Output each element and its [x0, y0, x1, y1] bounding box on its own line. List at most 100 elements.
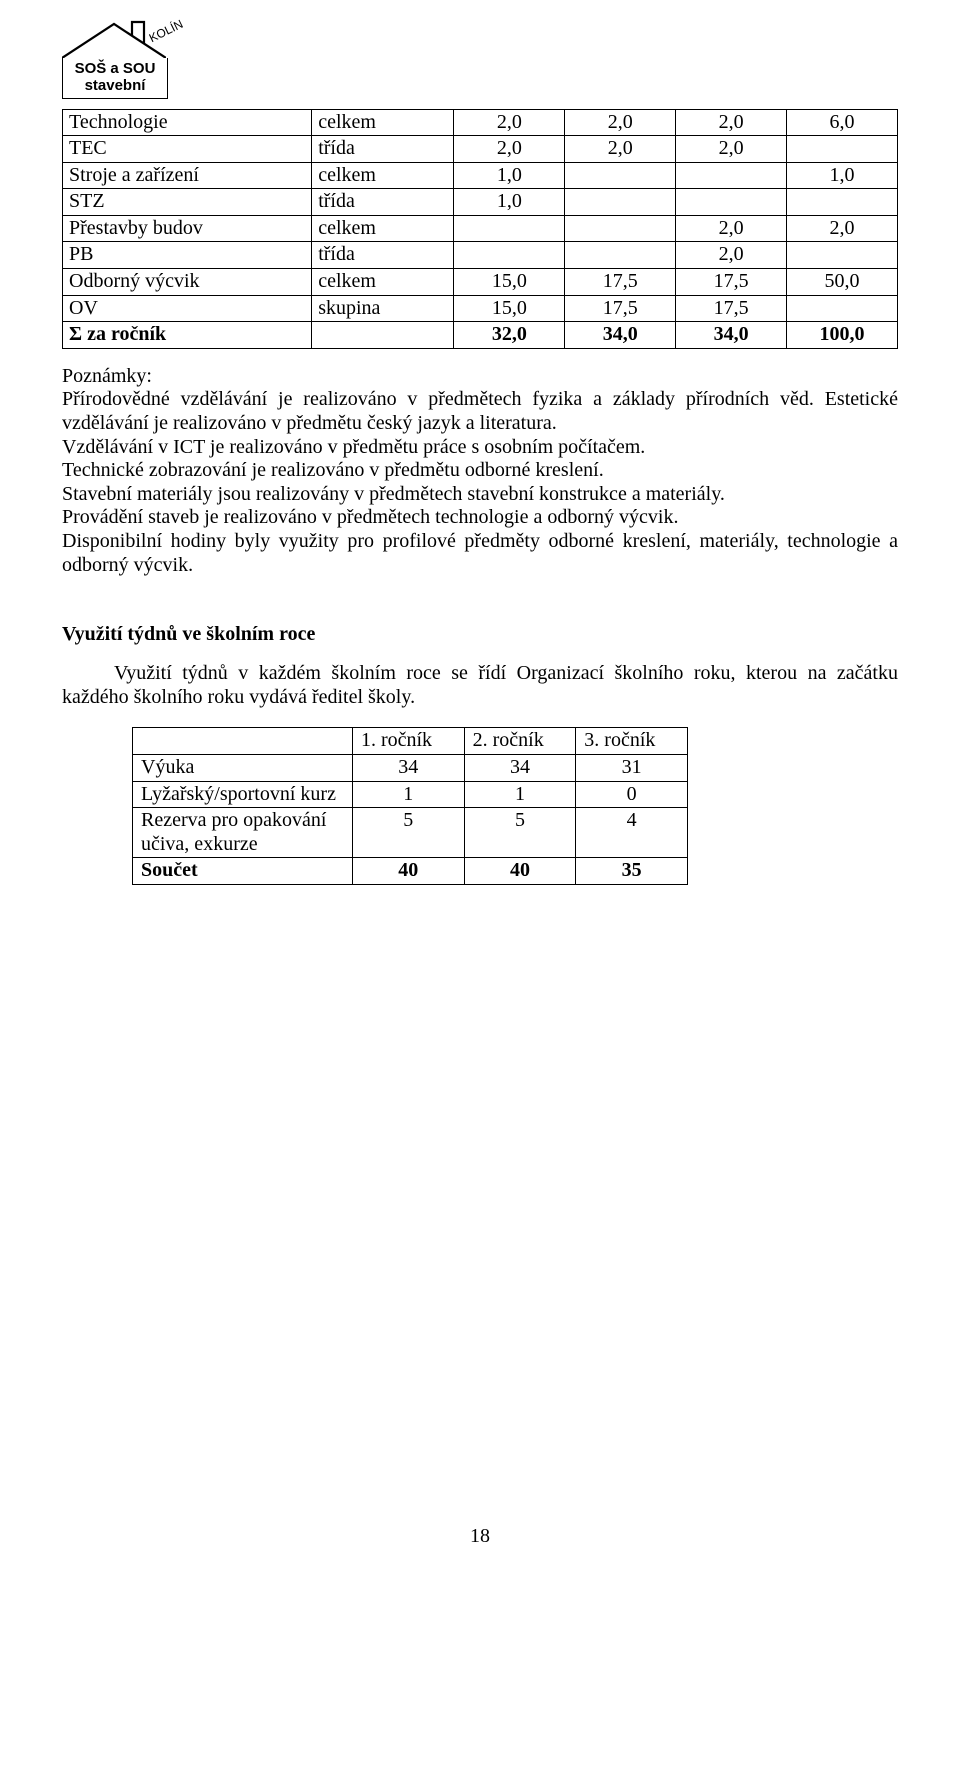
- subject-cell: OV: [63, 295, 312, 322]
- notes-block: Poznámky: Přírodovědné vzdělávání je rea…: [62, 365, 898, 577]
- year2-cell: [565, 162, 676, 189]
- weeks-sum-c2: 40: [464, 858, 576, 885]
- weeks-header-row: 1. ročník 2. ročník 3. ročník: [133, 728, 688, 755]
- weeks-row-label: Rezerva pro opakování učiva, exkurze: [133, 808, 353, 858]
- school-logo: KOLÍN SOŠ a SOU stavební: [62, 20, 202, 99]
- weeks-c3: 31: [576, 754, 688, 781]
- year1-cell: 15,0: [454, 269, 565, 296]
- weeks-c3: 0: [576, 781, 688, 808]
- table-row: TECtřída2,02,02,0: [63, 136, 898, 163]
- weeks-sum-label: Součet: [133, 858, 353, 885]
- subject-cell: Přestavby budov: [63, 215, 312, 242]
- weeks-c2: 5: [464, 808, 576, 858]
- table-row: Přestavby budovcelkem 2,02,0: [63, 215, 898, 242]
- logo-line1: SOŠ a SOU: [63, 60, 167, 77]
- table-row: Odborný výcvikcelkem15,017,517,550,0: [63, 269, 898, 296]
- subject-cell: Technologie: [63, 109, 312, 136]
- year1-cell: 1,0: [454, 162, 565, 189]
- weeks-header-2: 2. ročník: [464, 728, 576, 755]
- group-cell: skupina: [312, 295, 454, 322]
- table-row: PBtřída 2,0: [63, 242, 898, 269]
- weeks-c1: 1: [352, 781, 464, 808]
- subject-cell: STZ: [63, 189, 312, 216]
- notes-line: Technické zobrazování je realizováno v p…: [62, 459, 898, 483]
- weeks-c1: 5: [352, 808, 464, 858]
- year2-cell: 17,5: [565, 269, 676, 296]
- year3-cell: [676, 162, 787, 189]
- weeks-row: Lyžařský/sportovní kurz110: [133, 781, 688, 808]
- year1-cell: 1,0: [454, 189, 565, 216]
- year2-cell: [565, 215, 676, 242]
- weeks-c3: 4: [576, 808, 688, 858]
- year3-cell: 2,0: [676, 215, 787, 242]
- total-cell: 50,0: [787, 269, 898, 296]
- weeks-row-label: Výuka: [133, 754, 353, 781]
- total-cell: 1,0: [787, 162, 898, 189]
- year1-cell: 2,0: [454, 136, 565, 163]
- weeks-header-3: 3. ročník: [576, 728, 688, 755]
- group-cell: třída: [312, 242, 454, 269]
- year1-cell: 15,0: [454, 295, 565, 322]
- weeks-table: 1. ročník 2. ročník 3. ročník Výuka34343…: [132, 727, 688, 885]
- group-cell: celkem: [312, 215, 454, 242]
- weeks-c1: 34: [352, 754, 464, 781]
- sum-row: Σ za ročník32,034,034,0100,0: [63, 322, 898, 349]
- curriculum-table: Technologiecelkem2,02,02,06,0TECtřída2,0…: [62, 109, 898, 349]
- total-cell: [787, 242, 898, 269]
- notes-line: Provádění staveb je realizováno v předmě…: [62, 506, 898, 530]
- table-row: Technologiecelkem2,02,02,06,0: [63, 109, 898, 136]
- subject-cell: Stroje a zařízení: [63, 162, 312, 189]
- logo-line2: stavební: [63, 77, 167, 94]
- notes-line: Stavební materiály jsou realizovány v př…: [62, 483, 898, 507]
- year3-cell: 2,0: [676, 242, 787, 269]
- sum-label: Σ za ročník: [63, 322, 312, 349]
- weeks-heading: Využití týdnů ve školním roce: [62, 623, 898, 646]
- year1-cell: 2,0: [454, 109, 565, 136]
- notes-line: Přírodovědné vzdělávání je realizováno v…: [62, 388, 898, 435]
- group-cell: třída: [312, 189, 454, 216]
- year2-cell: 2,0: [565, 109, 676, 136]
- notes-heading: Poznámky:: [62, 365, 898, 389]
- weeks-header-empty: [133, 728, 353, 755]
- sum-total: 100,0: [787, 322, 898, 349]
- page-number: 18: [62, 1525, 898, 1548]
- table-row: STZtřída1,0: [63, 189, 898, 216]
- year1-cell: [454, 215, 565, 242]
- group-cell: celkem: [312, 162, 454, 189]
- year2-cell: 2,0: [565, 136, 676, 163]
- sum-year2: 34,0: [565, 322, 676, 349]
- year3-cell: 2,0: [676, 136, 787, 163]
- subject-cell: TEC: [63, 136, 312, 163]
- weeks-header-1: 1. ročník: [352, 728, 464, 755]
- table-row: Stroje a zařízenícelkem1,01,0: [63, 162, 898, 189]
- weeks-row-label: Lyžařský/sportovní kurz: [133, 781, 353, 808]
- sum-empty: [312, 322, 454, 349]
- year3-cell: 2,0: [676, 109, 787, 136]
- year3-cell: 17,5: [676, 269, 787, 296]
- weeks-row: Rezerva pro opakování učiva, exkurze554: [133, 808, 688, 858]
- weeks-c2: 1: [464, 781, 576, 808]
- group-cell: třída: [312, 136, 454, 163]
- year1-cell: [454, 242, 565, 269]
- weeks-c2: 34: [464, 754, 576, 781]
- total-cell: 6,0: [787, 109, 898, 136]
- weeks-sum-row: Součet404035: [133, 858, 688, 885]
- total-cell: [787, 189, 898, 216]
- year2-cell: [565, 242, 676, 269]
- subject-cell: PB: [63, 242, 312, 269]
- total-cell: 2,0: [787, 215, 898, 242]
- weeks-sum-c3: 35: [576, 858, 688, 885]
- sum-year1: 32,0: [454, 322, 565, 349]
- total-cell: [787, 136, 898, 163]
- notes-line: Vzdělávání v ICT je realizováno v předmě…: [62, 436, 898, 460]
- year3-cell: [676, 189, 787, 216]
- weeks-sum-c1: 40: [352, 858, 464, 885]
- group-cell: celkem: [312, 269, 454, 296]
- year2-cell: 17,5: [565, 295, 676, 322]
- weeks-paragraph: Využití týdnů v každém školním roce se ř…: [62, 662, 898, 709]
- year3-cell: 17,5: [676, 295, 787, 322]
- table-row: OVskupina15,017,517,5: [63, 295, 898, 322]
- total-cell: [787, 295, 898, 322]
- subject-cell: Odborný výcvik: [63, 269, 312, 296]
- sum-year3: 34,0: [676, 322, 787, 349]
